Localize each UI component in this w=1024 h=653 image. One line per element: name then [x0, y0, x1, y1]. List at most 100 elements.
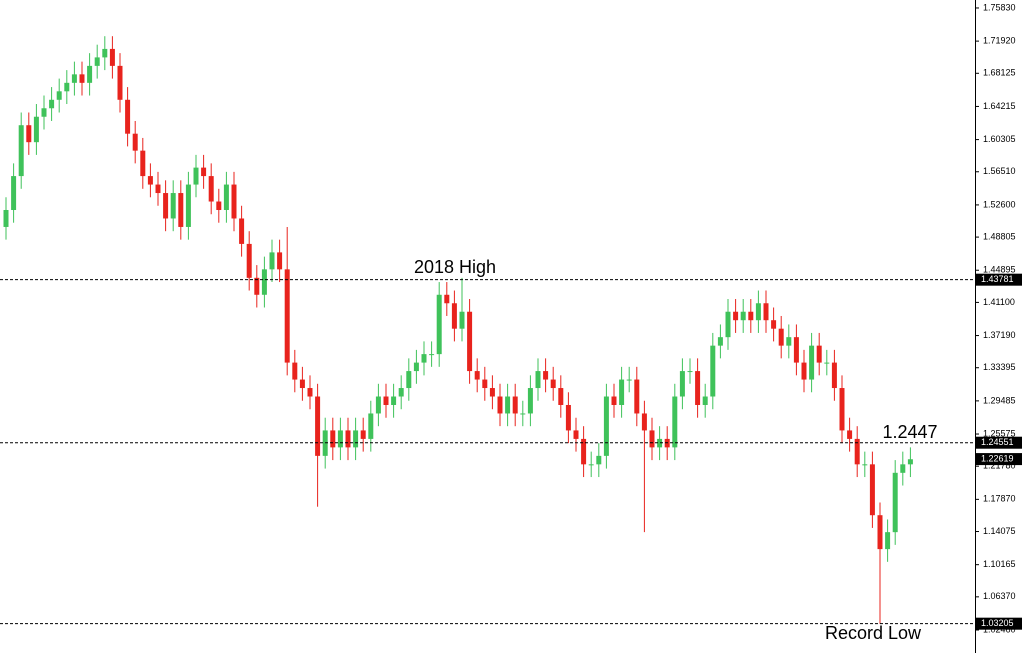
candle-body — [535, 371, 541, 389]
y-tick-label: 1.14075 — [983, 526, 1016, 536]
candle-body — [550, 379, 556, 389]
candle-body — [201, 167, 207, 177]
y-tick-label: 1.68125 — [983, 68, 1016, 78]
candle-body — [208, 176, 214, 202]
candle-body — [687, 371, 693, 373]
candle-body — [885, 532, 891, 550]
candle-body — [254, 277, 260, 295]
candle-body — [375, 396, 381, 414]
candle-body — [360, 430, 366, 439]
candle-body — [573, 430, 579, 439]
y-tick-label: 1.29485 — [983, 395, 1016, 405]
candle-body — [626, 379, 632, 381]
candle-body — [877, 515, 883, 550]
candle-body — [33, 116, 39, 143]
y-tick-label: 1.37190 — [983, 330, 1016, 340]
candle-body — [543, 371, 549, 380]
candle-body — [18, 125, 24, 177]
candle-body — [436, 294, 442, 355]
candle-body — [869, 464, 875, 516]
candle-body — [527, 388, 533, 414]
candle-body — [733, 311, 739, 321]
candle-body — [641, 413, 647, 431]
candle-body — [558, 388, 564, 405]
candle-body — [634, 379, 640, 414]
candle-body — [862, 464, 868, 466]
candle-body — [824, 362, 830, 364]
y-tick-label: 1.33395 — [983, 362, 1016, 372]
candle-body — [11, 176, 17, 210]
candle-body — [406, 371, 412, 389]
y-tick-label: 1.71920 — [983, 35, 1016, 45]
y-tick-label: 1.75830 — [983, 2, 1016, 12]
candle-body — [763, 303, 769, 321]
candle-body — [178, 193, 184, 227]
candle-body — [778, 328, 784, 346]
candle-body — [907, 459, 913, 465]
candle-body — [71, 74, 77, 83]
candle-body — [345, 430, 351, 448]
candle-body — [489, 388, 495, 397]
candle-body — [140, 150, 146, 177]
candle-body — [497, 396, 503, 414]
annotation: 1.2447 — [882, 422, 937, 442]
candle-body — [277, 252, 283, 270]
candle-body — [793, 337, 799, 363]
candle-body — [771, 320, 777, 329]
candle-body — [246, 243, 252, 278]
y-tick-label: 1.41100 — [983, 297, 1015, 307]
candle-body — [900, 464, 906, 473]
annotation: Record Low — [825, 623, 922, 643]
candle-body — [163, 193, 169, 219]
candle-body — [193, 167, 199, 185]
candle-body — [816, 345, 822, 363]
candle-body — [239, 218, 245, 244]
candle-body — [56, 91, 62, 100]
candle-body — [330, 430, 336, 448]
candle-body — [429, 354, 435, 356]
y-tick-label: 1.52600 — [983, 199, 1016, 209]
level-label: 1.03205 — [981, 618, 1014, 628]
candle-body — [512, 396, 518, 414]
candle-body — [892, 472, 898, 533]
candle-body — [611, 396, 617, 405]
candle-body — [702, 396, 708, 405]
candle-body — [748, 311, 754, 321]
y-tick-label: 1.64215 — [983, 101, 1016, 111]
candle-body — [155, 184, 161, 194]
price-marker-box — [976, 453, 1022, 466]
candle-body — [299, 379, 305, 389]
candle-body — [710, 345, 716, 397]
candle-body — [854, 438, 860, 465]
candle-body — [786, 337, 792, 346]
candle-body — [3, 209, 9, 227]
candle-body — [672, 396, 678, 448]
candle-body — [679, 371, 685, 397]
candle-body — [147, 176, 153, 185]
candle-body — [170, 193, 176, 219]
candle-body — [41, 108, 47, 117]
y-tick-label: 1.56510 — [983, 166, 1016, 176]
candle-body — [79, 74, 85, 83]
candle-body — [649, 430, 655, 448]
candle-body — [231, 184, 237, 219]
candle-body — [117, 65, 123, 100]
candle-body — [269, 252, 275, 270]
candle-body — [725, 311, 731, 338]
candle-body — [596, 455, 602, 465]
candle-body — [102, 48, 108, 58]
candle-body — [315, 396, 321, 456]
candle-body — [64, 82, 70, 92]
level-label-box — [976, 436, 1022, 449]
y-tick-label: 1.17870 — [983, 494, 1016, 504]
y-tick-label: 1.21780 — [983, 461, 1016, 471]
y-tick-label: 1.06370 — [983, 591, 1016, 601]
candle-body — [581, 438, 587, 465]
candle-body — [49, 99, 55, 109]
candle-body — [307, 388, 313, 397]
candle-body — [284, 269, 290, 363]
candle-body — [292, 362, 298, 380]
